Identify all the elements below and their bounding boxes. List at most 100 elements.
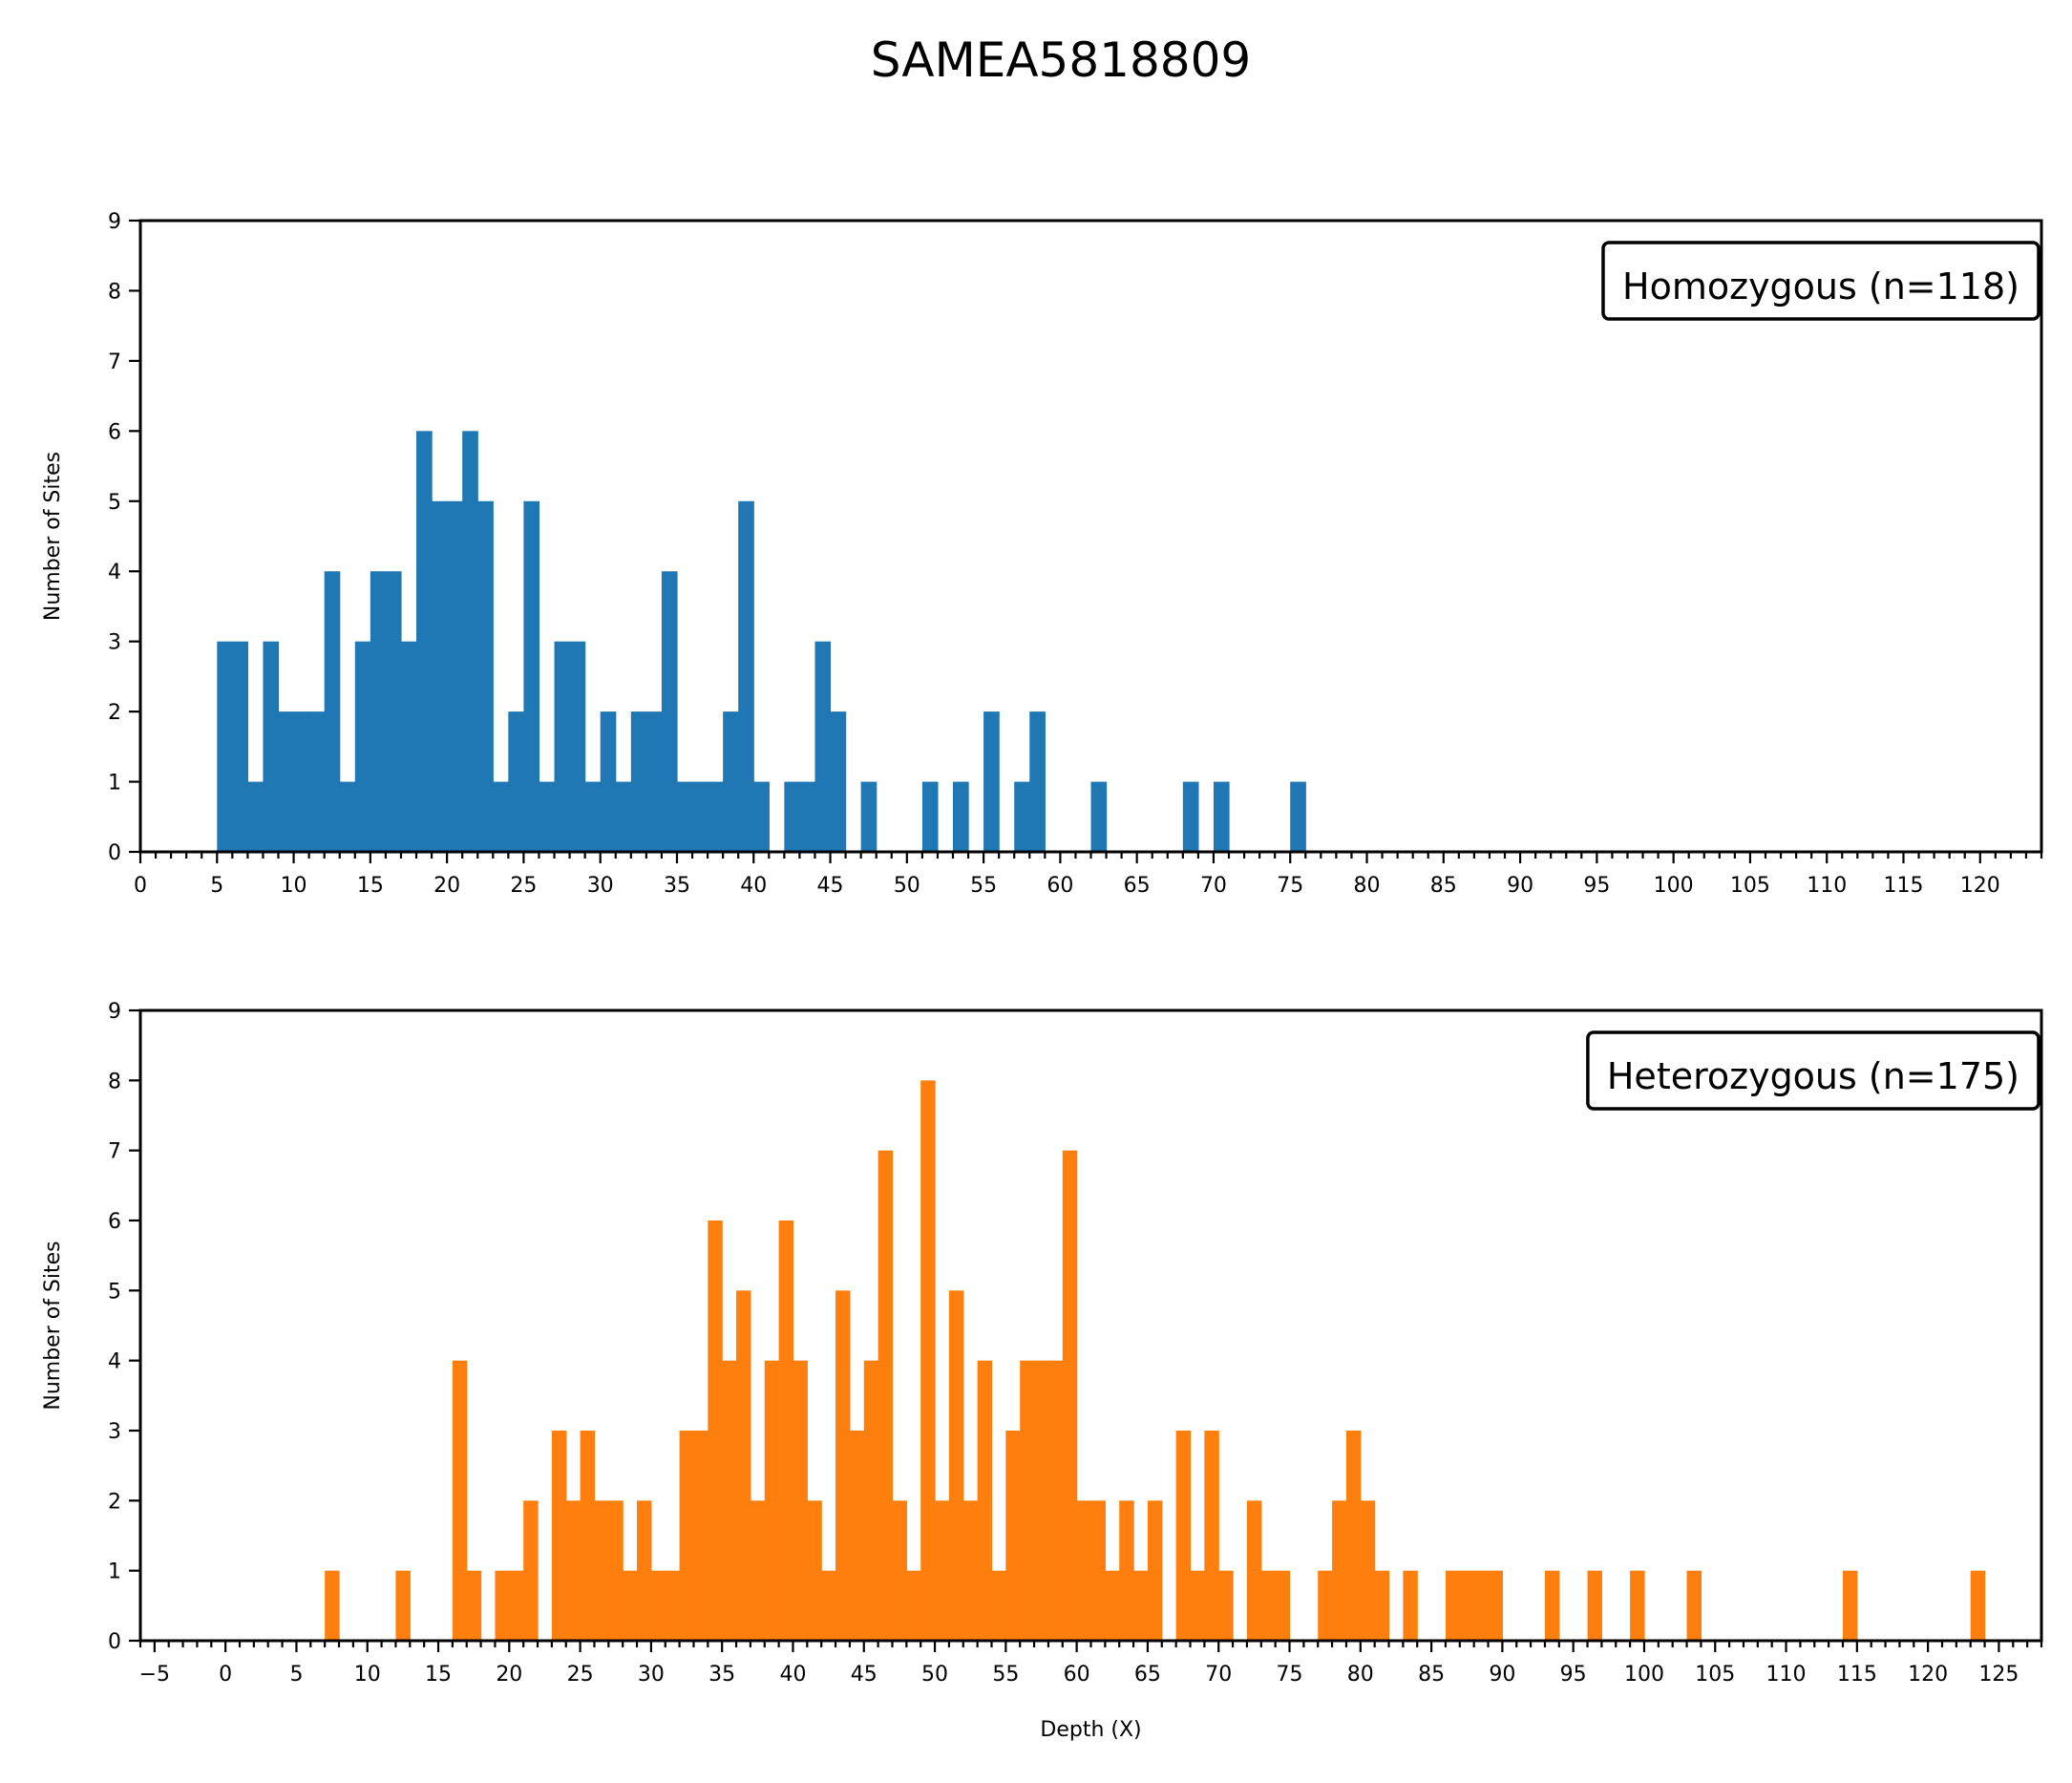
heterozygous-y-tick-label: 4 [108, 1350, 121, 1374]
heterozygous-bar [395, 1570, 411, 1641]
heterozygous-bar [1119, 1500, 1134, 1641]
homozygous-x-tick-label: 70 [1200, 874, 1227, 898]
homozygous-bar [263, 641, 280, 852]
heterozygous-x-tick-label: 120 [1908, 1663, 1948, 1687]
heterozygous-bar [892, 1500, 907, 1641]
homozygous-bar [324, 571, 341, 852]
heterozygous-bar [1318, 1570, 1333, 1641]
heterozygous-bar [1445, 1570, 1461, 1641]
heterozygous-bar [962, 1500, 979, 1641]
homozygous-y-axis: 0 1 2 3 4 5 6 7 8 9 [108, 210, 140, 865]
homozygous-x-tick-label: 30 [587, 874, 614, 898]
heterozygous-bar [452, 1360, 468, 1641]
homozygous-bar [584, 781, 602, 852]
heterozygous-bar [665, 1570, 681, 1641]
heterozygous-bar [1062, 1150, 1078, 1641]
homozygous-bar [921, 781, 939, 852]
heterozygous-x-tick-label: 115 [1837, 1663, 1877, 1687]
heterozygous-bar [1190, 1570, 1205, 1641]
heterozygous-bar [1034, 1360, 1049, 1641]
heterozygous-bar [1587, 1570, 1602, 1641]
homozygous-bar [708, 781, 724, 852]
homozygous-legend: Homozygous (n=118) [1601, 241, 2040, 321]
homozygous-x-tick-label: 80 [1354, 874, 1381, 898]
heterozygous-bar [1332, 1500, 1347, 1641]
homozygous-bar [232, 641, 248, 852]
homozygous-bar [247, 781, 264, 852]
homozygous-bar [385, 571, 402, 852]
heterozygous-x-tick-label: 125 [1978, 1663, 2019, 1687]
homozygous-bar [493, 781, 509, 852]
figure-title: SAMEA5818809 [871, 32, 1252, 88]
homozygous-bar [784, 781, 801, 852]
heterozygous-x-tick-label: 95 [1560, 1663, 1587, 1687]
homozygous-x-tick-label: 0 [134, 874, 147, 898]
homozygous-bar [278, 711, 295, 852]
heterozygous-bar [1260, 1570, 1277, 1641]
heterozygous-bar [1970, 1570, 1986, 1641]
heterozygous-bar [948, 1290, 964, 1641]
homozygous-x-tick-label: 55 [970, 874, 997, 898]
heterozygous-x-tick-label: 75 [1277, 1663, 1303, 1687]
homozygous-x-tick-label: 45 [817, 874, 844, 898]
homozygous-x-tick-label: 40 [740, 874, 767, 898]
homozygous-bar [692, 781, 708, 852]
heterozygous-bar [1544, 1570, 1560, 1641]
heterozygous-x-tick-label: 105 [1695, 1663, 1735, 1687]
heterozygous-y-tick-label: 0 [108, 1630, 121, 1654]
homozygous-y-tick-label: 3 [108, 631, 121, 655]
heterozygous-bar [1842, 1570, 1858, 1641]
heterozygous-ylabel: Number of Sites [41, 1241, 65, 1410]
homozygous-bar [738, 500, 754, 852]
homozygous-bar [462, 431, 478, 852]
heterozygous-x-tick-label: 80 [1347, 1663, 1374, 1687]
heterozygous-bars [325, 1080, 1986, 1641]
heterozygous-x-tick-label: 5 [289, 1663, 303, 1687]
heterozygous-bar [906, 1570, 921, 1641]
heterozygous-bar [991, 1570, 1006, 1641]
homozygous-bar [723, 711, 739, 852]
heterozygous-xlabel: Depth (X) [1040, 1718, 1141, 1742]
homozygous-bar [814, 641, 832, 852]
heterozygous-bar [565, 1500, 581, 1641]
homozygous-x-tick-label: 35 [664, 874, 690, 898]
heterozygous-bar [1360, 1500, 1376, 1641]
homozygous-bar [339, 781, 356, 852]
heterozygous-bar [1686, 1570, 1702, 1641]
homozygous-bar [860, 781, 877, 852]
heterozygous-y-axis: 0 1 2 3 4 5 6 7 8 9 [108, 1000, 140, 1654]
heterozygous-bar [1147, 1500, 1163, 1641]
homozygous-x-tick-label: 65 [1124, 874, 1151, 898]
heterozygous-bar [523, 1500, 539, 1641]
homozygous-bar [477, 500, 494, 852]
homozygous-bar [1290, 781, 1306, 852]
homozygous-x-tick-label: 25 [510, 874, 537, 898]
heterozygous-x-tick-label: 55 [992, 1663, 1019, 1687]
homozygous-y-tick-label: 8 [108, 280, 121, 304]
homozygous-bar [1090, 781, 1108, 852]
homozygous-bar [1182, 781, 1199, 852]
homozygous-x-tick-label: 60 [1047, 874, 1073, 898]
homozygous-x-tick-label: 110 [1807, 874, 1847, 898]
heterozygous-panel: −5 0 5 10 15 20 25 30 35 40 45 50 55 60 65 70 75 80 85 90 95… [41, 1000, 2043, 1742]
heterozygous-bar [793, 1360, 808, 1641]
heterozygous-bar [608, 1500, 624, 1641]
homozygous-bar [1014, 781, 1030, 852]
heterozygous-bar [623, 1570, 638, 1641]
homozygous-x-tick-label: 20 [433, 874, 460, 898]
heterozygous-y-tick-label: 2 [108, 1490, 121, 1514]
heterozygous-bar [637, 1500, 652, 1641]
homozygous-x-tick-label: 15 [357, 874, 384, 898]
heterozygous-bar [1204, 1431, 1219, 1641]
heterozygous-bar [863, 1360, 879, 1641]
heterozygous-bar [650, 1570, 666, 1641]
heterozygous-x-tick-label: 50 [921, 1663, 948, 1687]
heterozygous-bar [1488, 1570, 1503, 1641]
homozygous-x-tick-label: 90 [1507, 874, 1533, 898]
heterozygous-bar [325, 1570, 340, 1641]
heterozygous-x-axis: −5 0 5 10 15 20 25 30 35 40 45 50 55 60 65 70 75 80 85 90 95… [139, 1641, 2043, 1687]
homozygous-x-tick-label: 10 [281, 874, 307, 898]
homozygous-bar [554, 641, 571, 852]
heterozygous-bar [835, 1290, 851, 1641]
heterozygous-x-tick-label: 65 [1134, 1663, 1161, 1687]
